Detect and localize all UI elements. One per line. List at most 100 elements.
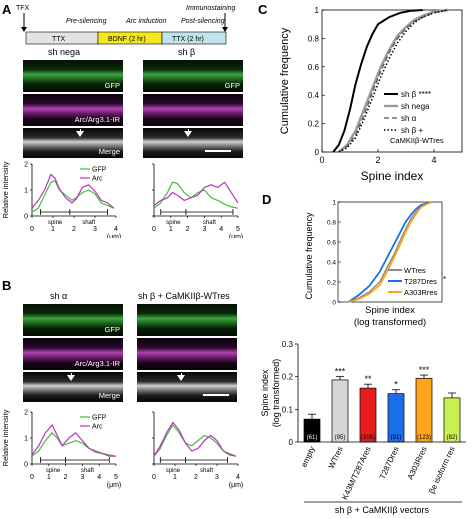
significance-stars: ***	[335, 367, 346, 377]
legend-label: GFP	[92, 167, 107, 174]
legend-label: sh β ****	[401, 90, 431, 99]
panel-label-a: A	[2, 2, 12, 17]
y-tick-label: 0	[289, 438, 294, 447]
y-axis-label: Relative intensity	[1, 161, 10, 218]
y-tick-label: 0.2	[282, 373, 294, 382]
x-tick-label: 4	[236, 474, 240, 481]
x-tick-label: 1	[51, 226, 55, 233]
profile-line-gfp	[31, 431, 117, 457]
y-tick-label: 0.8	[308, 34, 320, 43]
y-tick-label: 2	[24, 162, 28, 169]
micrograph-b1-merge: Merge	[23, 372, 123, 402]
bar-chart-d: 0 0.1 0.2 0.3 Spine index (log transformed) (6…	[260, 340, 466, 515]
region-spine-label: spine	[166, 220, 181, 226]
x-tick-label: 0	[30, 226, 34, 233]
title-sh-beta: sh β	[178, 47, 196, 57]
x-tick-label: 2	[194, 474, 198, 481]
cdf-line-2	[338, 9, 449, 153]
y-tick-label: 0	[24, 214, 28, 221]
cumulative-chart-d: 0 0.2 0.4 0.6 0.8 1 Cumulative frequency Spine …	[304, 200, 446, 328]
x-tick-label: 4	[219, 226, 223, 233]
region-shaft-label: shaft	[200, 468, 213, 474]
profile-chart-a1: 0 1 2 0 1 2 3 4(μm) Relative intensity spine shaft…	[1, 161, 122, 238]
panel-label-c: C	[258, 2, 268, 17]
arrowhead-icon	[177, 375, 185, 381]
arrowhead-icon	[184, 131, 192, 137]
profile-chart-b2: 0 1 2 3 4(μm) spine shaft	[152, 411, 243, 489]
region-spine-label: spine	[46, 468, 61, 474]
legend-label: GFP	[92, 415, 107, 422]
panel-label-b: B	[2, 278, 12, 293]
arrowhead-icon	[76, 131, 84, 137]
y-tick-label: 0.1	[282, 405, 294, 414]
x-unit-label: (μm)	[107, 234, 122, 238]
x-tick-label: 0	[319, 155, 324, 165]
phase-pre: Pre-silencing	[66, 18, 107, 25]
spine-arrow-icon	[67, 372, 75, 381]
micrograph-a2-arc: Arc/Arg3.1-IR	[143, 94, 243, 126]
y-axis-label: Cumulative frequency	[279, 27, 291, 134]
profile-line-gfp	[153, 181, 239, 209]
scale-bar-b	[203, 394, 229, 396]
category-label: empty	[299, 445, 316, 469]
x-tick-label: 2	[64, 474, 68, 481]
micrograph-b2-gfp: GFP	[137, 304, 237, 336]
micrograph-b1-gfp: GFP	[23, 304, 123, 336]
micrograph-b1-arc: Arc/Arg3.1-IR	[23, 338, 123, 370]
sample-size: (123)	[417, 435, 431, 441]
x-tick-label: 1	[47, 474, 51, 481]
profile-line-arc	[31, 423, 116, 457]
y-tick-label: 0.6	[327, 240, 336, 247]
immuno-label: Immunostaining	[186, 5, 236, 12]
y-tick-label: 0.4	[308, 91, 320, 100]
cumulative-chart-c: 0 0.2 0.4 0.6 0.8 1 0 2 4 Spine index Cumulative f…	[279, 6, 463, 183]
x-tick-label: 0	[152, 226, 156, 233]
y-tick-label: 1	[24, 188, 28, 195]
sample-size: (95)	[335, 435, 346, 441]
micrograph-a1-gfp: GFP	[23, 60, 123, 92]
phase-post: Post-silencing	[181, 18, 225, 25]
micrograph-b2-arc: Arc/Arg3.1-IR	[137, 338, 237, 370]
x-tick-label: 5	[114, 474, 118, 481]
y-tick-label: 0	[315, 148, 320, 157]
spine-arrow-icon	[76, 128, 84, 137]
box-ttx2: TTX (2 hr)	[172, 36, 204, 43]
micrograph-a2-merge: Merge	[143, 128, 243, 158]
x-axis-label: Spine index	[365, 305, 415, 316]
x-tick-label: 3	[80, 474, 84, 481]
x-tick-label: 4	[114, 226, 118, 233]
x-tick-label: 1	[169, 226, 173, 233]
profile-line-arc	[31, 173, 115, 209]
region-spine-label: spine	[48, 220, 63, 226]
y-tick-label: 0.3	[282, 340, 294, 349]
x-unit-label: (μm)	[229, 234, 244, 238]
y-axis-label-sub: (log transformed)	[271, 359, 281, 428]
cdf-line-1	[347, 201, 432, 303]
bar-2	[359, 387, 377, 443]
y-tick-label: 1	[332, 200, 336, 207]
title-sh-nega: sh nega	[48, 47, 81, 57]
y-tick-label: 0.6	[308, 63, 320, 72]
y-tick-label: 0.4	[327, 260, 336, 267]
cdf-line-2	[348, 201, 432, 303]
bar-1	[331, 379, 349, 443]
y-axis-label: Relative intensity	[1, 409, 10, 466]
plot-frame	[321, 9, 463, 153]
x-unit-label: (μm)	[107, 482, 122, 489]
legend-label: sh nega	[401, 102, 430, 111]
profile-line-arc	[153, 421, 237, 457]
y-tick-label: 2	[24, 410, 28, 417]
significance-stars: ***	[419, 365, 430, 375]
region-spine-label: spine	[166, 468, 181, 474]
cdf-line-0	[332, 9, 423, 153]
y-tick-label: 0.2	[308, 120, 320, 129]
sample-size: (91)	[391, 435, 402, 441]
legend-label: sh α	[401, 114, 417, 123]
profile-chart-b1: 0 1 2 0 1 2 3 4 5(μm) Relative intensity spine shaf…	[1, 409, 122, 489]
box-ttx: TTX	[52, 36, 66, 43]
legend-label: WTres	[404, 266, 426, 275]
spine-arrow-icon	[177, 372, 185, 381]
x-axis-label-sub: (log transformed)	[354, 317, 426, 328]
title-sh-beta-wtres: sh β + CaMKIIβ-WTres	[138, 291, 230, 301]
x-axis-label: sh β + CaMKIIβ vectors	[335, 505, 430, 515]
